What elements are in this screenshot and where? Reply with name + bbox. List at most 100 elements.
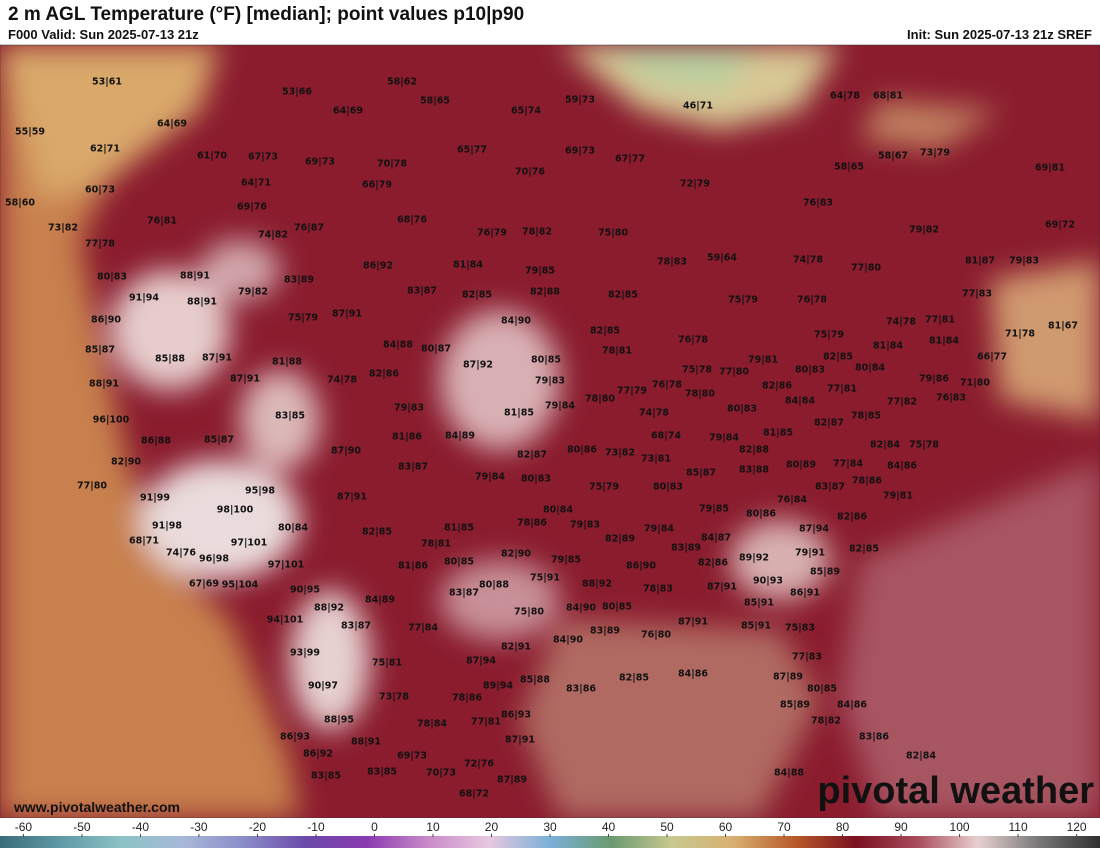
point-value: 82|85 [619,673,649,684]
point-value: 78|86 [852,476,882,487]
point-value: 97|101 [268,560,305,571]
point-value: 80|83 [521,474,551,485]
point-value: 58|60 [5,198,35,209]
point-value: 64|69 [333,106,363,117]
point-value: 75|80 [598,228,628,239]
point-value: 78|80 [685,389,715,400]
point-value: 82|90 [501,549,531,560]
point-value: 68|72 [459,789,489,800]
point-value: 77|78 [85,239,115,250]
point-value: 83|87 [341,621,371,632]
point-value: 88|91 [89,379,119,390]
point-value: 78|80 [585,394,615,405]
point-value: 81|84 [453,260,483,271]
point-value: 69|73 [305,157,335,168]
point-value: 87|89 [497,775,527,786]
point-value: 68|76 [397,215,427,226]
point-value: 82|85 [823,352,853,363]
point-value: 77|81 [471,717,501,728]
point-value: 69|76 [237,202,267,213]
point-value: 82|86 [369,369,399,380]
point-value: 80|89 [786,460,816,471]
colorbar-tick-label: -50 [73,820,91,834]
point-value: 83|87 [449,588,479,599]
point-value: 79|81 [883,491,913,502]
point-value: 85|87 [686,468,716,479]
point-value: 86|93 [501,710,531,721]
point-value: 87|91 [202,353,232,364]
point-value: 87|91 [707,582,737,593]
point-value: 96|98 [199,554,229,565]
point-value: 82|84 [906,751,936,762]
point-value: 58|65 [834,162,864,173]
point-value: 78|82 [522,227,552,238]
point-value: 91|98 [152,521,182,532]
point-value: 66|79 [362,180,392,191]
point-value: 79|82 [909,225,939,236]
point-value: 91|94 [129,293,159,304]
point-value: 86|93 [280,732,310,743]
point-value: 69|73 [565,146,595,157]
point-value: 78|84 [417,719,447,730]
point-value: 80|85 [602,602,632,613]
point-value: 76|81 [147,216,177,227]
point-value: 81|85 [504,408,534,419]
logo: pivotal weather [817,770,1094,812]
point-value: 61|70 [197,151,227,162]
point-value: 88|91 [187,297,217,308]
point-value: 76|80 [641,630,671,641]
point-value: 62|71 [90,144,120,155]
point-value: 87|94 [799,524,829,535]
point-value: 67|69 [189,579,219,590]
point-value: 84|86 [837,700,867,711]
point-value: 79|81 [748,355,778,366]
point-value: 81|67 [1048,321,1078,332]
point-value: 80|83 [97,272,127,283]
point-value: 76|84 [777,495,807,506]
point-value: 79|84 [475,472,505,483]
point-value: 83|85 [367,767,397,778]
point-value: 73|82 [605,448,635,459]
point-value: 83|88 [739,465,769,476]
point-value: 93|99 [290,648,320,659]
colorbar-tick-label: 50 [660,820,674,834]
point-value: 90|93 [753,576,783,587]
point-value: 80|86 [746,509,776,520]
colorbar-tick-label: 40 [602,820,616,834]
point-value: 75|91 [530,573,560,584]
point-value: 75|78 [909,440,939,451]
point-value: 58|65 [420,96,450,107]
point-value: 83|85 [275,411,305,422]
point-value: 79|83 [570,520,600,531]
point-value: 75|79 [728,295,758,306]
point-value: 86|90 [91,315,121,326]
point-value: 88|92 [582,579,612,590]
point-value: 78|86 [517,518,547,529]
point-value: 95|104 [222,580,259,591]
colorbar-tick-label: -10 [307,820,325,834]
point-value: 80|83 [795,365,825,376]
point-value: 76|78 [797,295,827,306]
point-value: 75|80 [514,607,544,618]
point-value: 78|85 [851,411,881,422]
point-value: 87|89 [773,672,803,683]
point-value: 58|67 [878,151,908,162]
point-value: 84|87 [701,533,731,544]
point-value: 78|83 [643,584,673,595]
point-value: 73|82 [48,223,78,234]
point-value: 84|90 [553,635,583,646]
point-value: 84|90 [566,603,596,614]
valid-time: F000 Valid: Sun 2025-07-13 21z [8,27,199,42]
colorbar-tick-label: 10 [426,820,440,834]
point-value: 87|90 [331,446,361,457]
point-value: 79|84 [709,433,739,444]
point-value: 83|87 [398,462,428,473]
point-value: 82|88 [739,445,769,456]
point-value: 96|100 [93,415,130,426]
point-value: 88|92 [314,603,344,614]
point-value: 74|76 [166,548,196,559]
point-value: 82|85 [590,326,620,337]
point-value: 80|85 [807,684,837,695]
point-value: 86|90 [626,561,656,572]
